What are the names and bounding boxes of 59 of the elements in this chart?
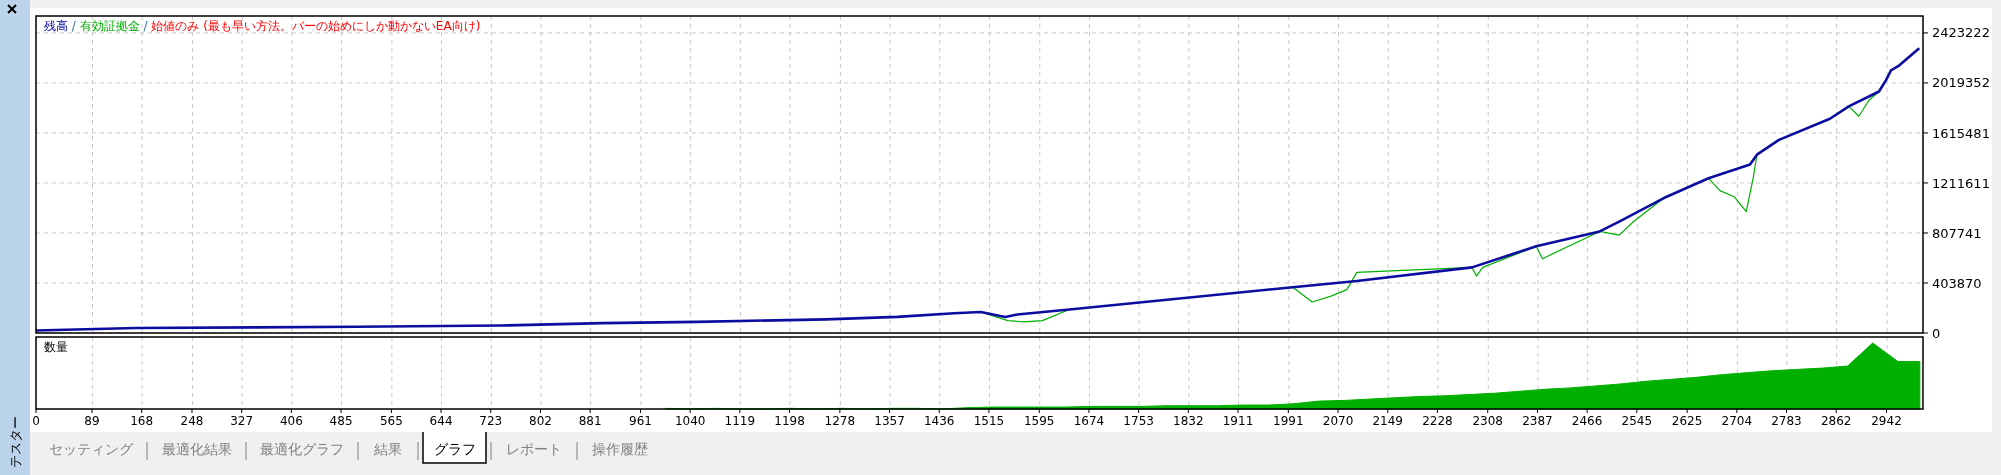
y-tick-label: 0 [1932,325,1941,341]
x-tick-label: 2228 [1422,414,1453,428]
text: 最適化結果 [161,441,232,457]
x-tick-label: 565 [379,414,403,428]
x-tick-label: 802 [529,414,552,428]
y-tick-label: 2019352 [1932,75,1990,91]
x-tick-label: 2942 [1871,414,1902,428]
y-tick-label: 1615481 [1932,125,1990,141]
x-tick-label: 881 [578,414,602,428]
y-tick-label: 403870 [1932,275,1982,291]
text: グラフ [433,441,476,457]
text: 最適化グラフ [260,441,344,457]
x-tick-label: 1753 [1123,414,1154,428]
x-tick-label: 1991 [1273,414,1304,428]
x-tick-label: 406 [279,414,303,428]
y-tick-label: 2423222 [1932,25,1990,41]
x-tick-label: 2387 [1522,414,1553,428]
x-tick-label: 1436 [923,414,955,428]
y-tick-label: 807741 [1932,225,1982,241]
text: セッティング [49,441,134,457]
text: テスター [8,416,23,468]
x-tick-label: 1357 [874,414,905,428]
x-tick-label: 1832 [1173,414,1204,428]
x-tick-label: 644 [429,414,453,428]
x-tick-label: 1278 [824,414,856,428]
x-tick-label: 168 [130,414,154,428]
text: 残高 [44,19,68,33]
x-tick-label: 2862 [1820,414,1852,428]
x-tick-label: 2466 [1571,414,1603,428]
x-tick-label: 89 [84,414,100,428]
x-tick-label: 1040 [674,414,706,428]
x-tick-label: 248 [180,414,204,428]
x-tick-label: 2625 [1671,414,1703,428]
x-tick-label: 2308 [1472,414,1504,428]
x-tick-label: 1674 [1073,414,1105,428]
x-tick-label: 723 [479,414,503,428]
annotation: / [139,19,152,33]
text: レポート [506,441,562,457]
text: 結果 [373,441,402,457]
annotation: / [68,19,80,33]
x-tick-label: 1515 [973,414,1005,428]
x-tick-label: 961 [629,414,652,428]
x-tick-label: 1119 [724,414,756,428]
annotation: 始値のみ (最も早い方法。バーの始めにしか動かないEA向け) [151,19,481,33]
x-tick-label: 2545 [1621,414,1653,428]
chart-title: 数量 [44,340,68,354]
x-tick-label: 1595 [1023,414,1055,428]
x-tick-label: 2070 [1322,414,1354,428]
x-tick-label: 327 [230,414,254,428]
x-tick-label: 0 [32,414,40,428]
x-tick-label: 1911 [1222,414,1254,428]
x-tick-label: 485 [329,414,353,428]
x-tick-label: 2783 [1771,414,1802,428]
text: 操作履歴 [592,441,648,457]
x-tick-label: 2149 [1372,414,1403,428]
text: 有効証拠金 [79,19,140,33]
x-tick-label: 1198 [774,414,805,428]
y-tick-label: 1211611 [1932,175,1990,191]
x-tick-label: 2704 [1721,414,1753,428]
